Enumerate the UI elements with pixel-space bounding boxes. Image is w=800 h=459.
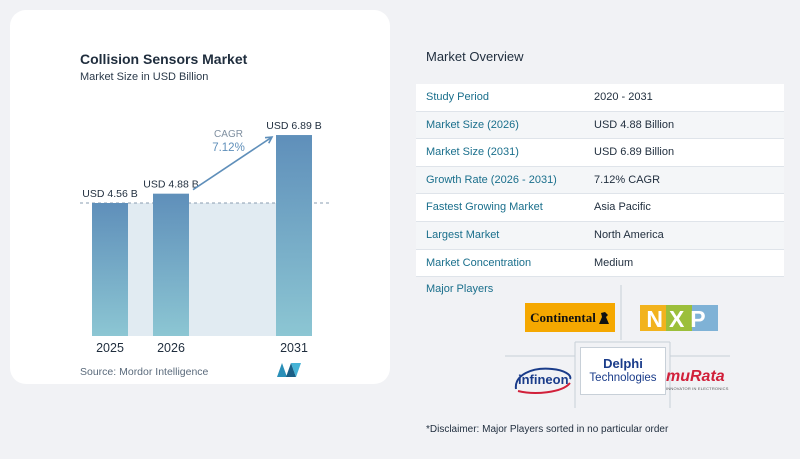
murata-logo-text: muRata bbox=[666, 368, 725, 385]
overview-row: Fastest Growing Market Asia Pacific bbox=[416, 194, 784, 222]
delphi-logo-text: Delphi bbox=[603, 356, 643, 371]
source-note: Source: Mordor Intelligence bbox=[80, 366, 209, 378]
overview-title: Market Overview bbox=[426, 49, 524, 64]
reference-shade bbox=[128, 203, 276, 336]
horse-icon bbox=[598, 311, 609, 324]
infineon-logo: infineon bbox=[512, 365, 574, 395]
x-tick-label: 2025 bbox=[96, 341, 124, 355]
cagr-label: CAGR bbox=[214, 129, 243, 140]
x-tick-label: 2031 bbox=[280, 341, 308, 355]
nxp-logo-text: NXP bbox=[646, 306, 712, 332]
overview-value: USD 4.88 Billion bbox=[594, 118, 675, 131]
overview-value: 2020 - 2031 bbox=[594, 91, 653, 103]
overview-value: Medium bbox=[594, 256, 634, 269]
cagr-arrow-head bbox=[264, 136, 274, 144]
delphi-logo: Delphi Technologies bbox=[580, 347, 666, 395]
overview-label: Largest Market bbox=[426, 228, 500, 241]
disclaimer-note: *Disclaimer: Major Players sorted in no … bbox=[426, 424, 669, 435]
bar bbox=[276, 135, 312, 336]
cagr-arrow bbox=[192, 136, 273, 191]
infineon-swoosh-icon bbox=[514, 367, 572, 394]
cagr-value: 7.12% bbox=[212, 142, 245, 154]
bar bbox=[92, 203, 128, 336]
chart-subtitle: Market Size in USD Billion bbox=[80, 71, 209, 83]
overview-label: Market Concentration bbox=[426, 256, 532, 269]
continental-logo-text: Continental bbox=[530, 309, 596, 325]
bar bbox=[153, 193, 189, 336]
overview-label: Study Period bbox=[426, 91, 489, 103]
overview-table: Study Period 2020 - 2031 Market Size (202… bbox=[416, 84, 784, 278]
overview-label: Fastest Growing Market bbox=[426, 201, 543, 214]
players-grid bbox=[505, 285, 730, 408]
murata-logo: muRata INNOVATOR IN ELECTRONICS bbox=[666, 368, 732, 398]
overview-value: North America bbox=[594, 228, 664, 241]
overview-label: Market Size (2031) bbox=[426, 146, 519, 159]
overview-value: Asia Pacific bbox=[594, 201, 651, 214]
bar-chart: USD 4.56 B 2025 USD 4.88 B 2026 USD 6.89 B 20… bbox=[80, 120, 330, 355]
overview-row: Market Size (2026) USD 4.88 Billion bbox=[416, 111, 784, 140]
bar-value-label: USD 4.56 B bbox=[82, 188, 137, 200]
mordor-logo-icon bbox=[277, 363, 301, 377]
overview-row: Market Concentration Medium bbox=[416, 249, 784, 278]
delphi-logo-subtext: Technologies bbox=[589, 372, 657, 384]
x-tick-label: 2026 bbox=[157, 341, 185, 355]
continental-logo: Continental bbox=[525, 303, 615, 332]
overview-value: 7.12% CAGR bbox=[594, 173, 661, 186]
bar-value-label: USD 4.88 B bbox=[143, 179, 198, 191]
overview-value: USD 6.89 Billion bbox=[594, 146, 675, 159]
chart-title: Collision Sensors Market bbox=[80, 51, 248, 67]
overview-row: Largest Market North America bbox=[416, 221, 784, 250]
overview-row: Market Size (2031) USD 6.89 Billion bbox=[416, 139, 784, 167]
bar-value-label: USD 6.89 B bbox=[266, 120, 321, 132]
nxp-logo: NXP bbox=[640, 303, 718, 333]
nxp-logo-mark bbox=[640, 305, 718, 331]
overview-label: Growth Rate (2026 - 2031) bbox=[426, 173, 557, 186]
overview-row: Study Period 2020 - 2031 bbox=[416, 84, 784, 112]
overview-row: Growth Rate (2026 - 2031) 7.12% CAGR bbox=[416, 166, 784, 195]
major-players-label: Major Players bbox=[426, 283, 494, 295]
overview-label: Market Size (2026) bbox=[426, 118, 519, 131]
infineon-logo-text: infineon bbox=[518, 372, 569, 387]
murata-tagline: INNOVATOR IN ELECTRONICS bbox=[666, 386, 729, 391]
